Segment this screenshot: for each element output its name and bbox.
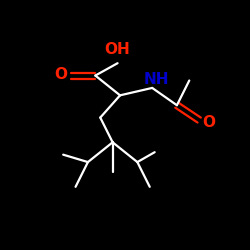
Text: NH: NH [143,72,169,87]
Text: O: O [202,115,215,130]
Text: O: O [54,67,67,82]
Text: OH: OH [105,42,130,57]
